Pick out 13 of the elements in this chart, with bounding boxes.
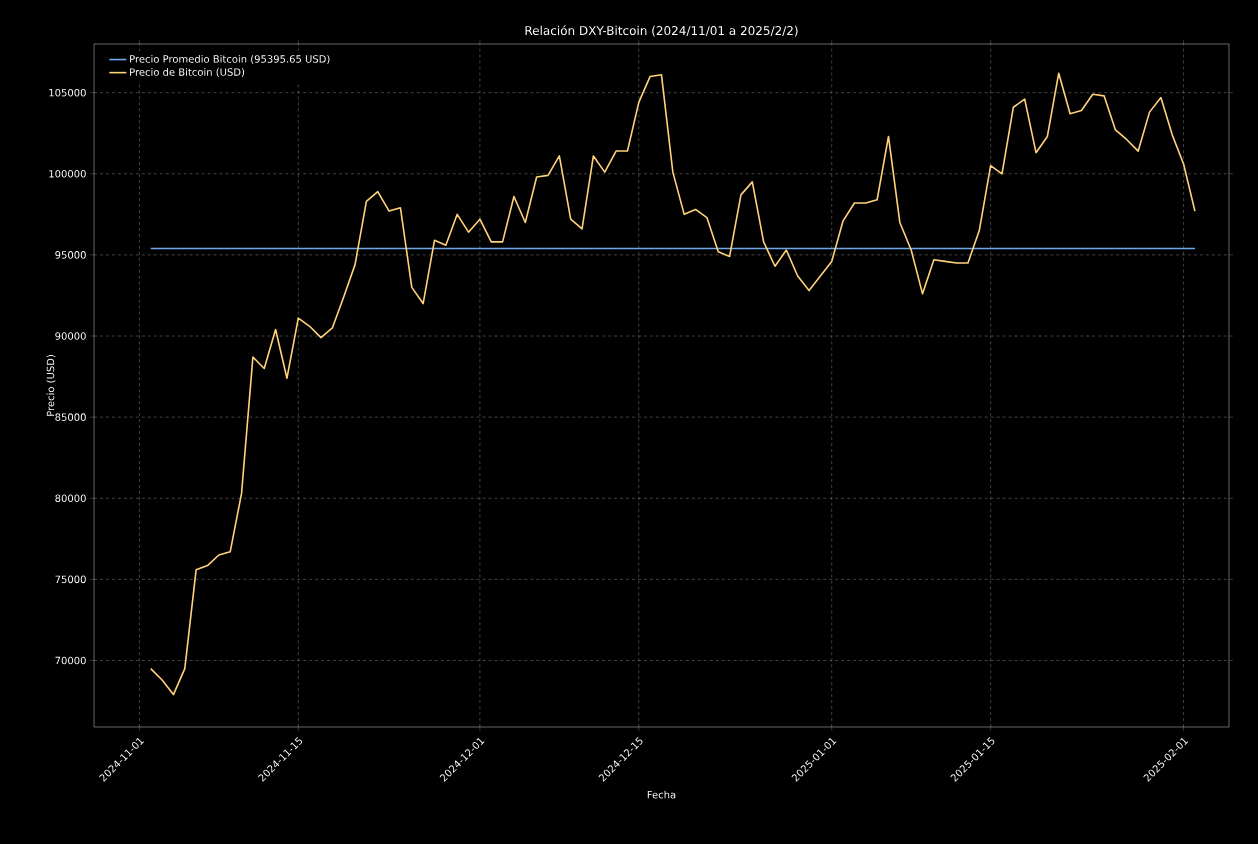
y-tick-label: 90000 xyxy=(55,332,86,340)
y-tick-label: 70000 xyxy=(55,656,86,665)
y-tick-label: 95000 xyxy=(55,251,86,259)
chart-title: Relación DXY-Bitcoin (2024/11/01 a 2025/2/2) xyxy=(525,25,798,37)
y-tick-label: 100000 xyxy=(49,170,86,178)
y-tick-label: 75000 xyxy=(55,575,86,584)
y-tick-label: 85000 xyxy=(55,413,86,421)
y-tick-label: 105000 xyxy=(49,88,86,97)
legend-label: Precio de Bitcoin (USD) xyxy=(130,68,245,77)
y-tick-label: 80000 xyxy=(55,494,86,503)
x-axis-title: Fecha xyxy=(647,790,676,799)
y-axis-title: Precio (USD) xyxy=(46,355,56,416)
legend-label: Precio Promedio Bitcoin (95395.65 USD) xyxy=(130,55,330,64)
